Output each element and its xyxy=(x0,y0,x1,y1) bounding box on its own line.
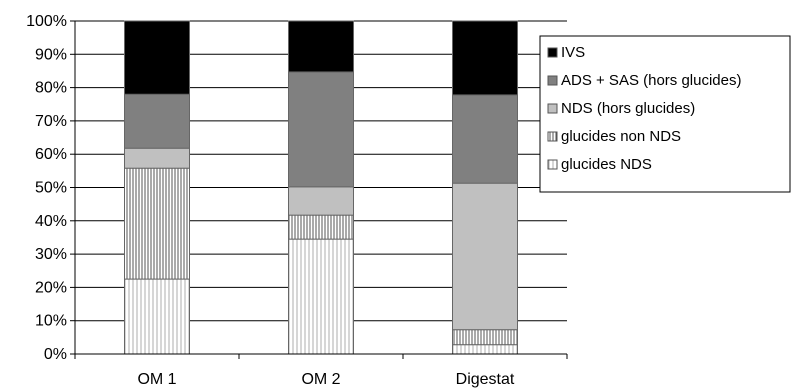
x-tick-label: OM 1 xyxy=(137,371,176,388)
legend-label: ADS + SAS (hors glucides) xyxy=(561,72,742,89)
y-tick-label: 10% xyxy=(35,313,67,330)
bar-segment-2-3 xyxy=(452,94,518,184)
legend-swatch xyxy=(547,75,558,86)
y-tick-labels: 0% 10% 20% 30% 40% 50% 60% 70% 80% 90% 100% xyxy=(26,13,67,363)
y-tick-label: 20% xyxy=(35,279,67,296)
legend-label: glucides NDS xyxy=(561,156,652,173)
bar-segment-0-0 xyxy=(124,278,190,355)
y-tick-label: 40% xyxy=(35,213,67,230)
axes xyxy=(70,20,568,359)
x-tick-label: Digestat xyxy=(456,371,515,388)
bar-segment-1-1 xyxy=(288,214,354,240)
bar-segment-2-0 xyxy=(452,344,518,355)
legend: IVS ADS + SAS (hors glucides) NDS (hors gl… xyxy=(539,35,791,193)
legend-label: glucides non NDS xyxy=(561,128,681,145)
bar-segment-2-1 xyxy=(452,329,518,346)
legend-swatch xyxy=(547,131,558,142)
x-tick-label: OM 2 xyxy=(301,371,340,388)
legend-swatch xyxy=(547,103,558,114)
bar-segment-0-2 xyxy=(124,147,190,169)
legend-swatch xyxy=(547,47,558,58)
y-tick-label: 0% xyxy=(44,346,67,363)
bar-segment-1-2 xyxy=(288,186,354,216)
bars xyxy=(124,20,518,355)
y-tick-label: 80% xyxy=(35,80,67,97)
bar-segment-0-1 xyxy=(124,167,190,280)
legend-swatch xyxy=(547,159,558,170)
x-tick-labels: OM 1 OM 2 Digestat xyxy=(137,371,514,388)
y-tick-label: 50% xyxy=(35,180,67,197)
legend-label: IVS xyxy=(561,44,585,61)
bar-segment-0-4 xyxy=(124,20,190,95)
y-tick-label: 30% xyxy=(35,246,67,263)
bar-segment-2-2 xyxy=(452,182,518,331)
legend-box xyxy=(539,35,791,193)
y-tick-label: 100% xyxy=(26,13,67,30)
bar-segment-1-0 xyxy=(288,238,354,355)
bar-segment-2-4 xyxy=(452,20,518,96)
legend-label: NDS (hors glucides) xyxy=(561,100,695,117)
y-tick-label: 90% xyxy=(35,46,67,63)
bar-segment-1-3 xyxy=(288,71,354,188)
bar-segment-0-3 xyxy=(124,93,190,149)
bar-segment-1-4 xyxy=(288,20,354,73)
y-tick-label: 60% xyxy=(35,146,67,163)
y-tick-label: 70% xyxy=(35,113,67,130)
